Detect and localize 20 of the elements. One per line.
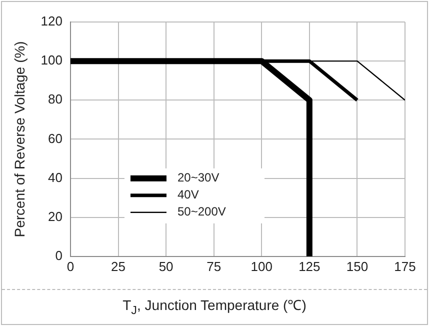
x-tick-label: 175 [394,258,416,274]
legend-label: 40V [177,188,199,202]
x-tick-label: 125 [298,258,320,274]
x-tick-label: 50 [158,258,174,274]
x-tick-label: 25 [111,258,126,274]
y-tick-label: 40 [48,170,62,185]
y-tick-label: 20 [48,208,62,224]
y-tick-label: 0 [55,248,62,263]
legend-label: 50~200V [177,204,226,219]
y-tick-label: 100 [40,52,62,68]
x-tick-label: 75 [206,258,222,274]
y-tick-label: 60 [48,130,62,146]
y-axis-title: Percent of Reverse Voltage (%) [11,41,28,238]
x-tick-label: 100 [250,258,272,274]
y-tick-label: 120 [40,14,62,29]
x-tick-label: 150 [346,258,368,274]
legend-label: 20~30V [177,170,220,185]
x-axis-title: T$_{J}$, Junction Temperature (℃) [2,289,427,325]
y-tick-label: 80 [48,92,62,107]
x-tick-label: 0 [66,258,74,274]
